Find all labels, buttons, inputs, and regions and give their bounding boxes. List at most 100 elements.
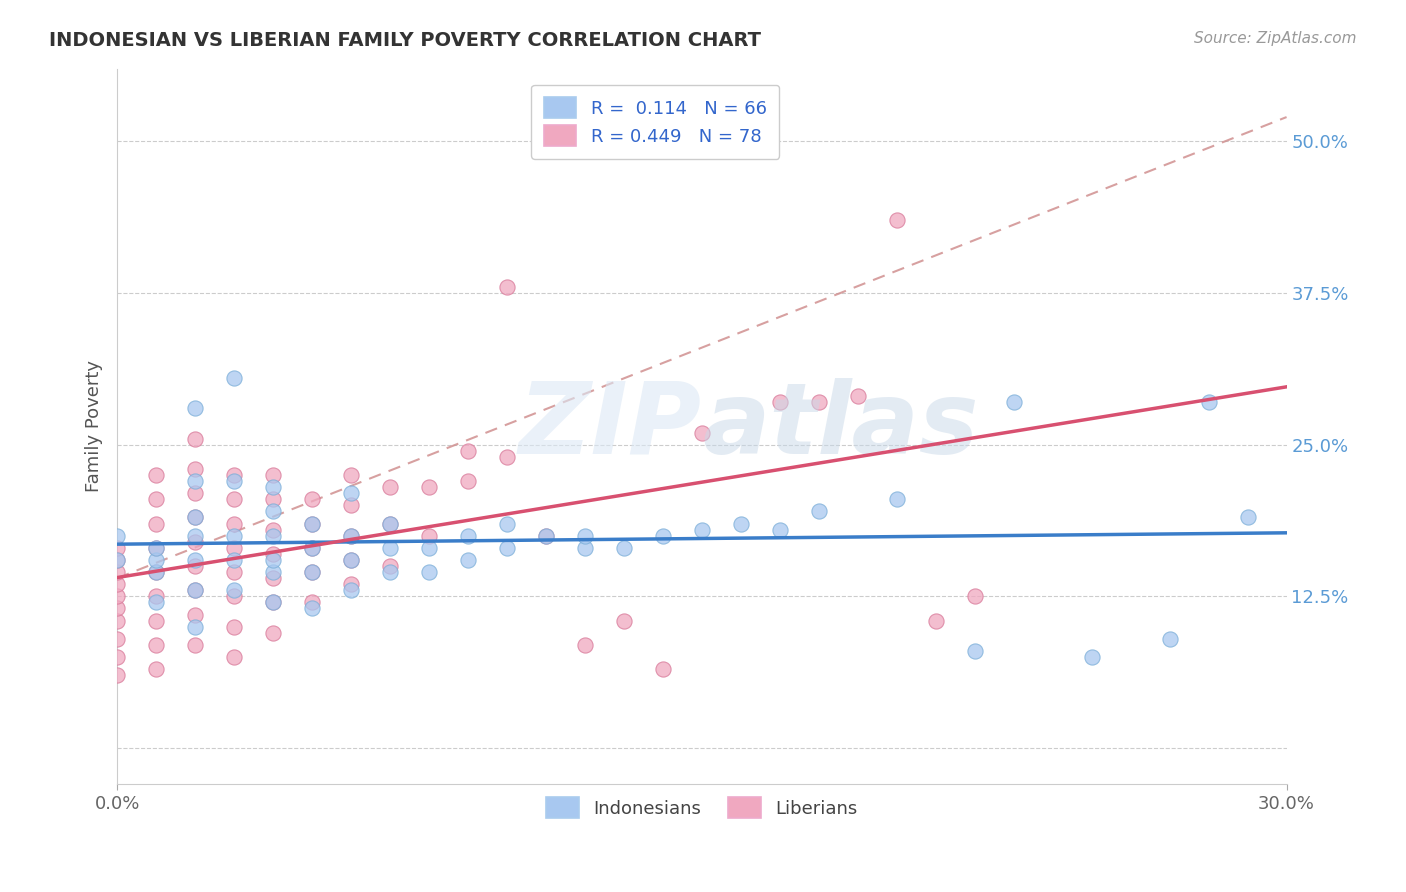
- Point: [1080, 650, 1102, 665]
- Point: [925, 614, 948, 628]
- Point: [145, 541, 167, 555]
- Y-axis label: Family Poverty: Family Poverty: [86, 360, 103, 492]
- Point: [496, 450, 519, 464]
- Point: [184, 559, 207, 574]
- Point: [340, 468, 363, 483]
- Point: [145, 662, 167, 676]
- Point: [690, 523, 713, 537]
- Point: [340, 529, 363, 543]
- Point: [690, 425, 713, 440]
- Point: [301, 516, 323, 531]
- Point: [769, 523, 792, 537]
- Point: [963, 644, 986, 658]
- Text: ZIP: ZIP: [519, 378, 702, 475]
- Point: [224, 553, 246, 567]
- Point: [496, 541, 519, 555]
- Point: [613, 541, 636, 555]
- Point: [224, 516, 246, 531]
- Point: [105, 553, 128, 567]
- Point: [224, 620, 246, 634]
- Point: [105, 553, 128, 567]
- Point: [184, 553, 207, 567]
- Point: [105, 668, 128, 682]
- Point: [224, 529, 246, 543]
- Point: [418, 529, 440, 543]
- Point: [184, 510, 207, 524]
- Point: [145, 541, 167, 555]
- Point: [105, 650, 128, 665]
- Point: [262, 468, 284, 483]
- Point: [224, 650, 246, 665]
- Point: [184, 529, 207, 543]
- Point: [496, 516, 519, 531]
- Point: [224, 583, 246, 598]
- Point: [224, 590, 246, 604]
- Point: [224, 371, 246, 385]
- Point: [340, 486, 363, 500]
- Point: [1198, 395, 1220, 409]
- Point: [105, 565, 128, 579]
- Point: [457, 529, 479, 543]
- Point: [496, 280, 519, 294]
- Point: [224, 492, 246, 507]
- Point: [262, 625, 284, 640]
- Point: [574, 638, 596, 652]
- Point: [262, 523, 284, 537]
- Point: [224, 541, 246, 555]
- Point: [262, 492, 284, 507]
- Point: [184, 510, 207, 524]
- Point: [963, 590, 986, 604]
- Point: [184, 638, 207, 652]
- Point: [145, 565, 167, 579]
- Point: [378, 516, 401, 531]
- Point: [730, 516, 752, 531]
- Point: [301, 516, 323, 531]
- Point: [184, 583, 207, 598]
- Point: [1236, 510, 1258, 524]
- Point: [262, 553, 284, 567]
- Point: [340, 583, 363, 598]
- Point: [301, 601, 323, 615]
- Point: [457, 474, 479, 488]
- Point: [378, 516, 401, 531]
- Point: [534, 529, 557, 543]
- Point: [105, 577, 128, 591]
- Point: [105, 632, 128, 646]
- Point: [1159, 632, 1181, 646]
- Point: [224, 565, 246, 579]
- Point: [534, 529, 557, 543]
- Point: [224, 474, 246, 488]
- Point: [184, 474, 207, 488]
- Point: [184, 486, 207, 500]
- Point: [378, 541, 401, 555]
- Point: [301, 492, 323, 507]
- Point: [145, 565, 167, 579]
- Point: [651, 662, 673, 676]
- Point: [184, 401, 207, 416]
- Point: [340, 577, 363, 591]
- Point: [262, 565, 284, 579]
- Legend: Indonesians, Liberians: Indonesians, Liberians: [538, 790, 865, 825]
- Text: atlas: atlas: [702, 378, 979, 475]
- Point: [378, 480, 401, 494]
- Point: [340, 529, 363, 543]
- Point: [145, 614, 167, 628]
- Point: [418, 541, 440, 555]
- Point: [574, 541, 596, 555]
- Point: [262, 547, 284, 561]
- Point: [340, 553, 363, 567]
- Point: [301, 565, 323, 579]
- Point: [145, 553, 167, 567]
- Point: [378, 565, 401, 579]
- Point: [145, 492, 167, 507]
- Point: [224, 468, 246, 483]
- Point: [301, 595, 323, 609]
- Point: [769, 395, 792, 409]
- Point: [262, 504, 284, 518]
- Point: [886, 492, 908, 507]
- Point: [378, 559, 401, 574]
- Point: [145, 595, 167, 609]
- Point: [574, 529, 596, 543]
- Point: [613, 614, 636, 628]
- Point: [105, 614, 128, 628]
